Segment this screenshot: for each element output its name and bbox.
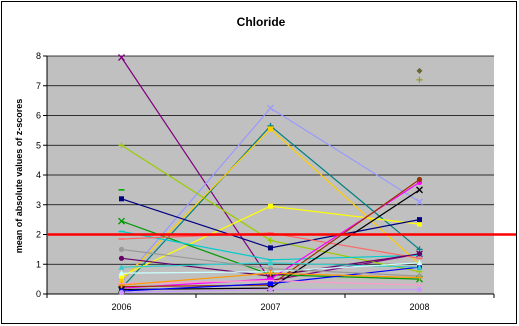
data-point: [118, 142, 125, 149]
data-point: [118, 264, 125, 270]
data-point: [268, 281, 273, 287]
data-point: [118, 217, 125, 225]
x-tick-label: 2006: [111, 302, 131, 312]
data-point: [267, 237, 274, 244]
data-point: [267, 270, 274, 277]
y-tick-label: 4: [36, 170, 41, 180]
y-tick-label: 3: [36, 200, 41, 210]
data-point: [118, 270, 125, 276]
data-point: [268, 245, 273, 251]
data-point: [118, 255, 125, 261]
data-point: [118, 246, 125, 252]
data-point: [268, 126, 273, 132]
data-point: [416, 67, 423, 74]
data-point: [118, 289, 125, 296]
data-point: [267, 266, 274, 272]
y-tick-label: 1: [36, 259, 41, 269]
y-tick-label: 8: [36, 51, 41, 61]
x-tick-label: 2007: [260, 302, 280, 312]
data-point: [119, 278, 124, 284]
data-point: [416, 186, 423, 194]
y-tick-label: 5: [36, 140, 41, 150]
y-axis-label: mean of absolute values of z-scores: [14, 99, 24, 254]
data-point: [416, 176, 423, 183]
data-point: [416, 274, 423, 281]
data-point: [417, 217, 422, 223]
x-tick-labels: 2006 2007 2008: [111, 302, 429, 312]
data-point: [416, 259, 423, 266]
x-tick-label: 2008: [409, 302, 429, 312]
data-point: [267, 259, 274, 266]
y-tick-labels: 0 1 2 3 4 5 6 7 8: [36, 51, 41, 299]
data-point: [119, 273, 124, 279]
data-point: [267, 104, 274, 112]
data-point: [416, 286, 423, 293]
data-point: [416, 198, 423, 206]
y-tick-label: 2: [36, 230, 41, 240]
y-tick-label: 6: [36, 111, 41, 121]
data-point: [416, 264, 423, 270]
y-tick-label: 0: [36, 289, 41, 299]
data-point: [416, 76, 423, 83]
y-tick-label: 7: [36, 81, 41, 91]
data-point: [119, 196, 124, 202]
data-point: [118, 282, 125, 289]
data-point: [268, 203, 273, 209]
data-point: [416, 251, 423, 257]
data-point: [118, 54, 125, 61]
data-point: [417, 221, 422, 227]
chart-title: Chloride: [237, 15, 286, 29]
series-markers: [118, 54, 423, 296]
data-point: [267, 286, 274, 293]
